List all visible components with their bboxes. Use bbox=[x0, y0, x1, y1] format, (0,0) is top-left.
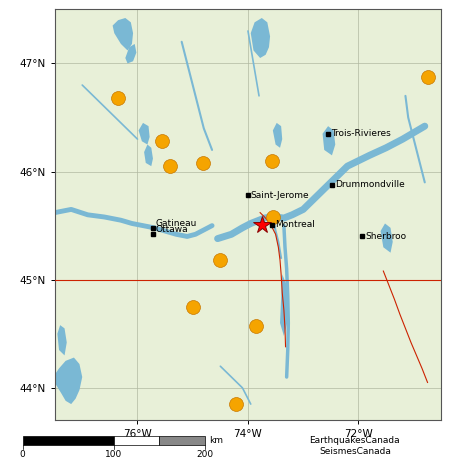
Text: 200: 200 bbox=[196, 450, 213, 459]
Polygon shape bbox=[380, 224, 393, 253]
Polygon shape bbox=[139, 123, 150, 144]
Polygon shape bbox=[125, 44, 136, 64]
Polygon shape bbox=[144, 144, 153, 166]
Text: EarthquakesCanada
SeismesCanada: EarthquakesCanada SeismesCanada bbox=[309, 436, 400, 456]
Text: Gatineau: Gatineau bbox=[156, 219, 197, 228]
Polygon shape bbox=[57, 325, 67, 355]
Text: Ottawa: Ottawa bbox=[156, 225, 188, 234]
Bar bbox=[114, 436, 159, 446]
Bar bbox=[23, 436, 114, 446]
Text: 0: 0 bbox=[20, 450, 25, 459]
Text: 100: 100 bbox=[105, 450, 122, 459]
Text: Sherbroo: Sherbroo bbox=[366, 232, 407, 241]
Text: Saint-Jerome: Saint-Jerome bbox=[251, 191, 309, 200]
Text: km: km bbox=[209, 436, 223, 445]
Polygon shape bbox=[113, 18, 133, 50]
Text: Trois-Rivieres: Trois-Rivieres bbox=[331, 129, 391, 138]
Bar bbox=[159, 436, 205, 446]
Polygon shape bbox=[251, 18, 270, 58]
Polygon shape bbox=[55, 358, 82, 404]
Text: Montreal: Montreal bbox=[275, 220, 315, 229]
Text: Drummondville: Drummondville bbox=[335, 180, 405, 189]
Polygon shape bbox=[273, 123, 282, 148]
Polygon shape bbox=[280, 274, 289, 336]
Polygon shape bbox=[323, 126, 335, 156]
